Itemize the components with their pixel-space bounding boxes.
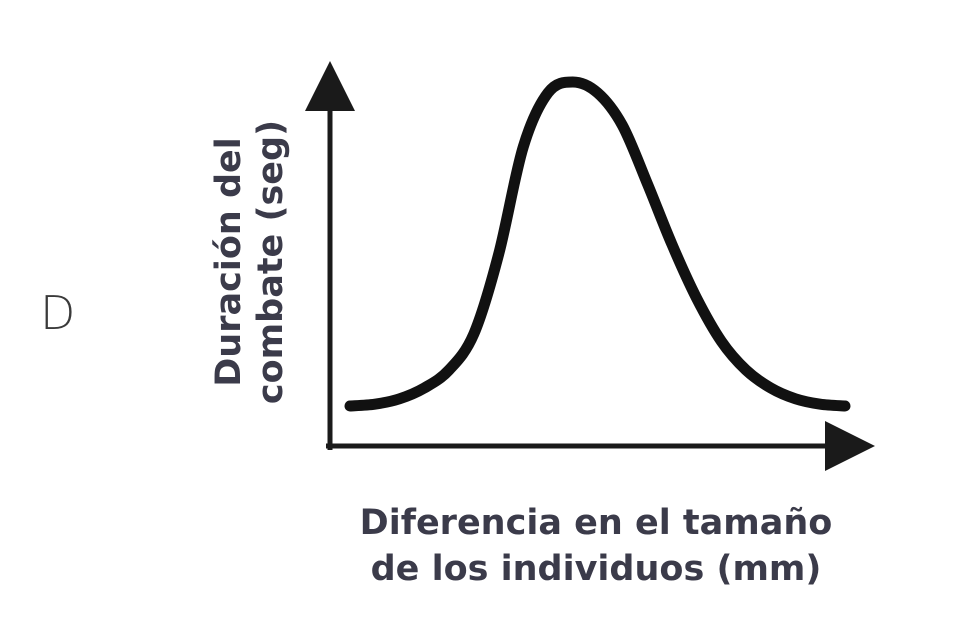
data-curve [344,76,851,412]
x-axis-label-line-1: Diferencia en el tamaño [359,503,833,543]
option-letter: D [40,286,76,340]
x-axis-label: Diferencia en el tamaño de los individuo… [276,500,916,592]
x-axis-label-line-2: de los individuos (mm) [370,549,822,589]
